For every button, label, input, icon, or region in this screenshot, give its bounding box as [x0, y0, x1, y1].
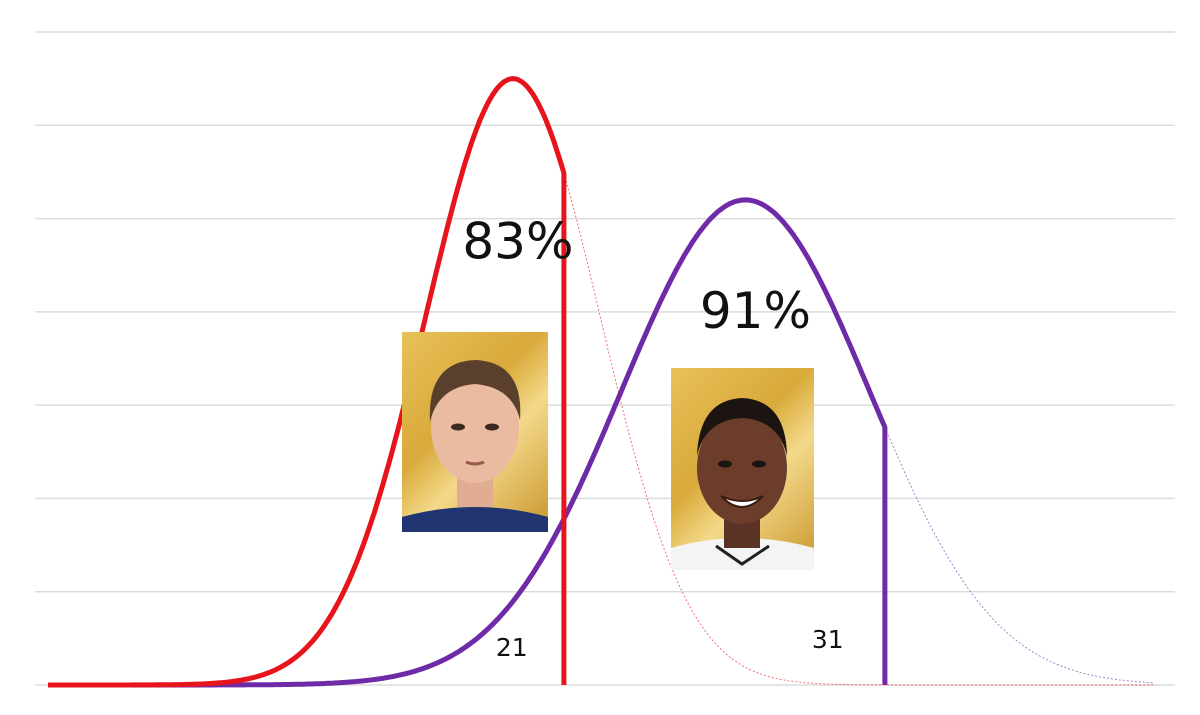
player-2-percentile-label: 91% [700, 282, 811, 340]
player-1-cutoff-label: 21 [496, 633, 528, 662]
player-2-photo-icon [671, 368, 814, 570]
player-1-curve-line [48, 76, 567, 688]
chart-grid [35, 31, 1175, 686]
player-1-percentile-label: 83% [462, 213, 573, 271]
chart-labels: 83% 91% 21 31 [462, 213, 843, 662]
player-1-tail-line [563, 173, 1154, 686]
chart-curves [48, 76, 1154, 688]
player-2-cutoff-label: 31 [812, 625, 844, 654]
player-1-photo-icon [402, 332, 548, 532]
player-2-tail-line [884, 427, 1154, 684]
